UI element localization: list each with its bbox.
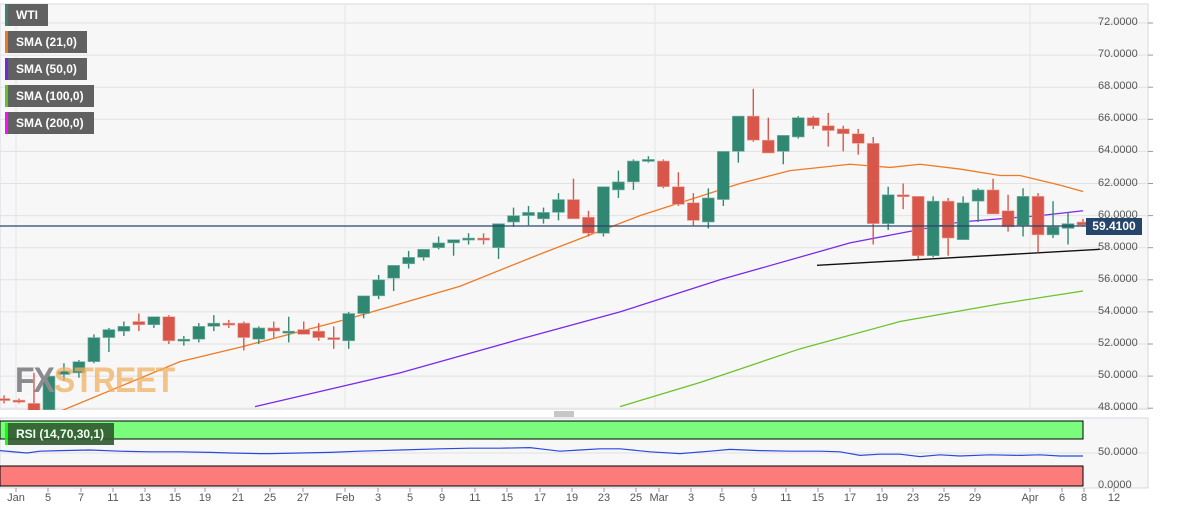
sma200-swatch-icon <box>5 112 8 134</box>
time-axis-tick: 15 <box>168 492 182 504</box>
wti-swatch-icon <box>5 4 8 26</box>
sma50-swatch-icon <box>5 58 8 80</box>
price-axis-tick: 52.0000 <box>1098 337 1138 349</box>
rsi-axis-tick: 50.0000 <box>1098 446 1138 458</box>
legend-label: SMA (50,0) <box>16 62 77 76</box>
time-axis-tick: 23 <box>597 492 611 504</box>
price-axis-tick: 60.0000 <box>1098 208 1138 221</box>
time-axis-tick: 13 <box>138 492 152 504</box>
time-axis-tick: Apr <box>1021 492 1039 504</box>
legend-label: SMA (200,0) <box>16 116 84 130</box>
legend-label: SMA (21,0) <box>16 35 77 49</box>
time-axis-tick: 29 <box>968 492 982 504</box>
time-axis-tick: 11 <box>780 492 792 504</box>
price-axis-tick: 54.0000 <box>1098 304 1138 317</box>
time-axis-tick: 3 <box>374 492 382 504</box>
time-axis-tick: Mar <box>649 492 669 504</box>
price-axis-tick: 64.0000 <box>1098 144 1138 157</box>
rsi-legend-item[interactable]: RSI (14,70,30,1) <box>5 423 115 445</box>
price-axis-tick: 68.0000 <box>1098 80 1138 93</box>
time-axis-tick: 5 <box>718 492 726 504</box>
time-axis-tick: 15 <box>500 492 514 504</box>
time-axis-tick: 12 <box>1107 492 1121 504</box>
legend-item-sma50[interactable]: SMA (50,0) <box>5 58 87 80</box>
chart-legend: WTI SMA (21,0) SMA (50,0) SMA (100,0) SM… <box>5 4 94 139</box>
legend-label: SMA (100,0) <box>16 89 84 103</box>
sma100-swatch-icon <box>5 85 8 107</box>
price-axis-tick: 56.0000 <box>1098 272 1138 285</box>
sma21-swatch-icon <box>5 31 8 53</box>
time-axis-tick: 6 <box>1058 492 1066 504</box>
fxstreet-watermark: FXSTREET <box>15 360 175 401</box>
legend-item-sma21[interactable]: SMA (21,0) <box>5 31 87 53</box>
legend-item-wti[interactable]: WTI <box>5 4 48 26</box>
price-axis-tick: 50.0000 <box>1098 369 1138 382</box>
time-axis-tick: 25 <box>937 492 951 504</box>
time-axis-tick: 5 <box>406 492 414 504</box>
time-axis-tick: Feb <box>335 492 355 504</box>
rsi-label-text: RSI (14,70,30,1) <box>16 427 105 441</box>
time-axis-tick: 9 <box>438 492 446 504</box>
price-axis-tick: 48.0000 <box>1098 401 1138 414</box>
legend-item-sma200[interactable]: SMA (200,0) <box>5 112 94 134</box>
price-axis-tick: 72.0000 <box>1098 16 1138 28</box>
price-axis-tick: 58.0000 <box>1098 240 1138 253</box>
time-axis-tick: 7 <box>77 492 85 504</box>
time-axis-tick: 8 <box>1080 492 1088 504</box>
time-axis-tick: 21 <box>231 492 245 504</box>
price-axis-tick: 62.0000 <box>1098 176 1138 189</box>
time-axis-tick: 17 <box>843 492 857 504</box>
time-axis-tick: Jan <box>7 492 25 504</box>
time-axis-tick: 5 <box>44 492 52 504</box>
time-axis-tick: 19 <box>565 492 579 504</box>
rsi-axis-tick: 0.0000 <box>1098 479 1132 491</box>
time-axis-tick: 15 <box>811 492 825 504</box>
watermark-fx: FX <box>15 360 55 400</box>
time-axis-tick: 11 <box>107 492 119 504</box>
time-axis-tick: 27 <box>296 492 310 504</box>
time-axis-tick: 9 <box>750 492 758 504</box>
time-axis-tick: 19 <box>198 492 212 504</box>
current-price-tag: 59.4100 <box>1086 218 1142 235</box>
legend-item-sma100[interactable]: SMA (100,0) <box>5 85 94 107</box>
legend-label: WTI <box>16 8 38 22</box>
time-axis-tick: 19 <box>875 492 889 504</box>
time-axis-tick: 23 <box>906 492 920 504</box>
time-axis-tick: 11 <box>469 492 481 504</box>
time-axis-tick: 3 <box>687 492 695 504</box>
time-axis-tick: 25 <box>629 492 643 504</box>
price-axis-tick: 70.0000 <box>1098 48 1138 61</box>
rsi-swatch-icon <box>5 423 8 445</box>
time-axis-tick: 25 <box>263 492 277 504</box>
watermark-street: STREET <box>53 360 175 400</box>
price-axis-tick: 66.0000 <box>1098 112 1138 125</box>
time-axis-tick: 17 <box>533 492 547 504</box>
